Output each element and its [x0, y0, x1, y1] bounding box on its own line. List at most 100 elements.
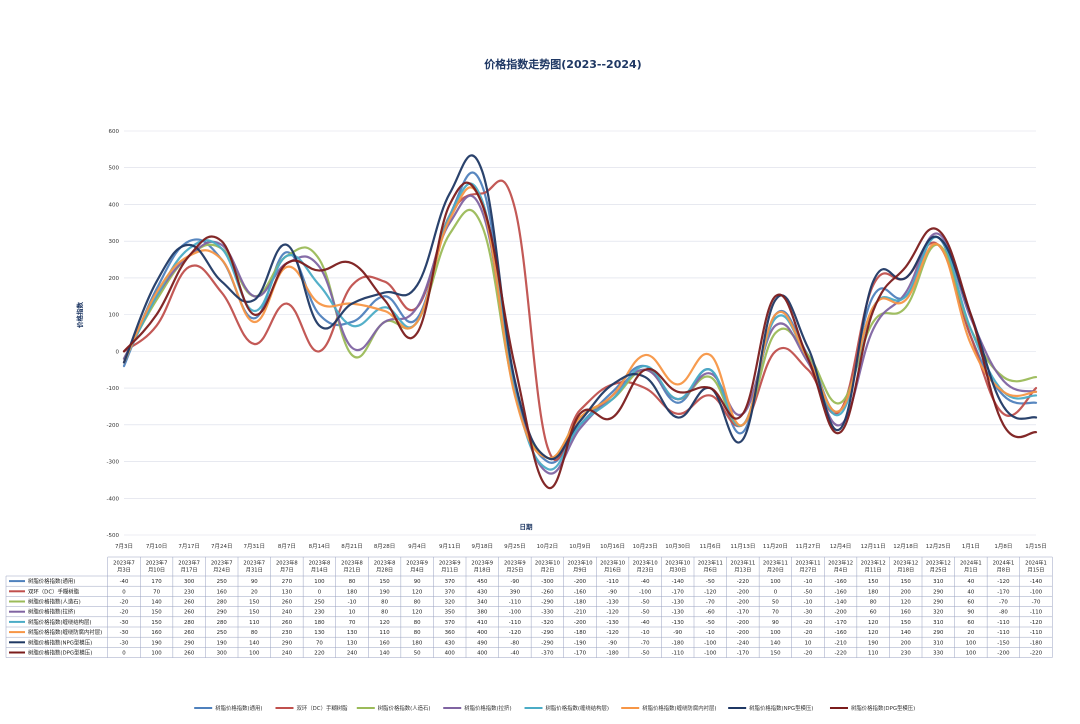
table-cell: -50 [641, 610, 650, 616]
x-tick-label: 12月4日 [830, 543, 852, 550]
table-cell: 80 [381, 600, 388, 606]
table-row-label: 树脂价格指数(人造石) [28, 598, 81, 606]
y-tick-label: 0 [116, 349, 120, 355]
table-cell: 230 [314, 610, 325, 616]
table-cell: 260 [184, 610, 195, 616]
table-header-cell: 2023年10 月9日 [568, 559, 593, 574]
x-tick-label: 10月30日 [665, 543, 690, 550]
table-cell: -170 [737, 610, 750, 616]
table-cell: 150 [901, 579, 912, 585]
table-cell: 160 [379, 640, 390, 646]
table-cell: -120 [509, 630, 522, 636]
table-cell: -90 [510, 579, 519, 585]
table-cell: -210 [574, 610, 587, 616]
table-cell: 270 [282, 579, 293, 585]
table-cell: -300 [541, 579, 554, 585]
y-tick-label: 400 [109, 202, 120, 208]
data-table: 2023年7 月3日 2023年7 月10日 2023年7 月17日 2023年7 月24日 2… [5, 556, 1053, 658]
table-cell: -220 [1030, 651, 1043, 657]
table-cell: -90 [608, 640, 617, 646]
table-cell: 100 [314, 579, 325, 585]
table-cell: 180 [868, 589, 879, 595]
table-cell: -200 [737, 620, 750, 626]
table-cell: 260 [184, 630, 195, 636]
table-cell: 160 [151, 630, 162, 636]
table-cell: -70 [641, 640, 650, 646]
table-header-cell: 2023年12 月18日 [893, 559, 918, 574]
table-cell: -70 [1032, 600, 1041, 606]
table-cell: -170 [672, 589, 685, 595]
x-tick-label: 11月27日 [796, 543, 821, 550]
table-cell: 110 [249, 620, 260, 626]
table-cell: 130 [347, 630, 358, 636]
x-tick-label: 11月20日 [763, 543, 788, 550]
table-cell: -110 [672, 651, 685, 657]
table-cell: -30 [804, 610, 813, 616]
table-cell: 110 [379, 630, 390, 636]
table-cell: -40 [641, 579, 650, 585]
table-cell: 290 [217, 610, 228, 616]
table-cell: 90 [414, 579, 421, 585]
table-cell: 150 [151, 620, 162, 626]
table-cell: 20 [251, 589, 258, 595]
table-cell: 290 [933, 600, 944, 606]
x-axis-title: 日期 [520, 522, 534, 531]
chart-title: 价格指数走势图(2023--2024) [484, 57, 641, 71]
table-cell: -50 [706, 620, 715, 626]
table-row-label: 树脂价格指数(通用) [28, 577, 75, 585]
table-cell: 340 [477, 600, 488, 606]
table-cell: -170 [737, 651, 750, 657]
table-cell: -200 [737, 600, 750, 606]
table-cell: 260 [282, 600, 293, 606]
table-cell: 320 [445, 600, 456, 606]
table-header-cell: 2023年10 月16日 [600, 559, 625, 574]
x-tick-label: 9月18日 [472, 543, 494, 550]
table-header-cell: 2023年11 月6日 [698, 559, 723, 574]
y-tick-label: -400 [107, 496, 120, 502]
x-tick-label: 7月10日 [146, 543, 168, 550]
table-cell: -320 [541, 620, 554, 626]
table-cell: 370 [445, 589, 456, 595]
table-cell: -30 [120, 630, 129, 636]
table-cell: -200 [737, 589, 750, 595]
x-tick-label: 1月1日 [962, 543, 980, 550]
axis-layer: -500 -400 -300 -200 -100 0 100 200 300 400 500 600 7… [107, 129, 1047, 550]
table-cell: -20 [120, 610, 129, 616]
table-cell: -180 [672, 640, 685, 646]
table-cell: -10 [804, 579, 813, 585]
legend-label-7: 树脂价格指数(NPG型模压) [749, 704, 813, 712]
table-cell: -370 [541, 651, 554, 657]
table-cell: 260 [184, 600, 195, 606]
table-cell: 0 [122, 589, 126, 595]
table-cell: -100 [704, 651, 717, 657]
y-tick-label: -100 [107, 386, 120, 392]
table-cell: -100 [639, 589, 652, 595]
x-tick-label: 8月28日 [374, 543, 396, 550]
table-header-cell: 2023年7 月17日 [178, 559, 200, 574]
table-cell: 80 [349, 579, 356, 585]
table-cell: -130 [606, 620, 619, 626]
table-cell: -190 [574, 640, 587, 646]
table-cell: 400 [477, 630, 488, 636]
table-cell: -40 [641, 620, 650, 626]
x-tick-label: 8月14日 [309, 543, 331, 550]
table-cell: 290 [933, 630, 944, 636]
table-cell: 300 [184, 579, 195, 585]
table-cell: -50 [706, 579, 715, 585]
table-cell: -70 [706, 600, 715, 606]
x-tick-label: 9月25日 [504, 543, 526, 550]
table-cell: 150 [901, 620, 912, 626]
table-cell: -200 [997, 651, 1010, 657]
table-cell: 260 [282, 620, 293, 626]
table-cell: 140 [249, 640, 260, 646]
table-cell: 130 [314, 630, 325, 636]
table-header-cell: 2023年9 月11日 [439, 559, 461, 574]
table-cell: -170 [574, 651, 587, 657]
table-cell: 0 [774, 589, 778, 595]
table-header-cell: 2023年12 月4日 [828, 559, 853, 574]
table-cell: -160 [574, 589, 587, 595]
table-cell: 70 [772, 610, 779, 616]
table-cell: -10 [706, 630, 715, 636]
